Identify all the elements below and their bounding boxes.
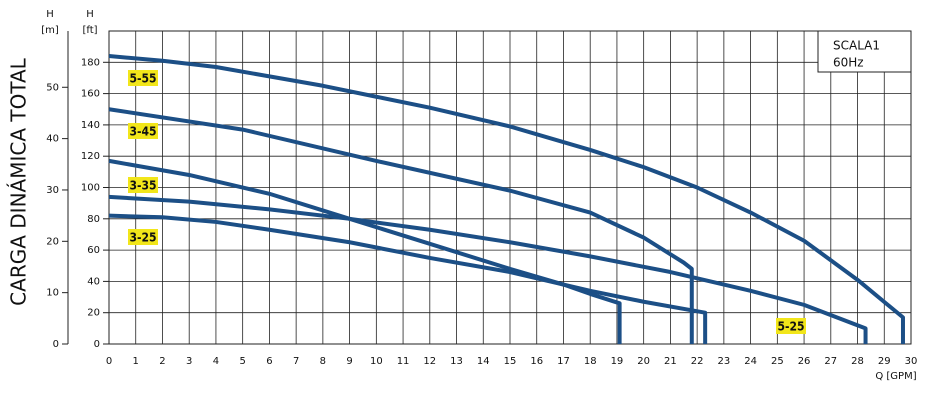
y2-tick-label: 50 xyxy=(46,82,59,93)
annotation: SCALA1 xyxy=(833,39,880,53)
x-tick-label: 4 xyxy=(213,356,219,367)
y-axis-title: H xyxy=(86,9,94,20)
x-tick-label: 28 xyxy=(851,356,864,367)
y2-tick-label: 30 xyxy=(46,185,59,196)
y-tick-label: 60 xyxy=(87,245,100,256)
y-tick-label: 140 xyxy=(81,120,100,131)
legend-box xyxy=(776,318,806,334)
legend-label: 5-25 xyxy=(777,320,804,334)
x-tick-label: 5 xyxy=(239,356,245,367)
x-tick-label: 12 xyxy=(423,356,436,367)
y-axis-label: CARGA DINÁMICA TOTAL xyxy=(7,57,31,305)
y2-tick-label: 0 xyxy=(53,339,59,350)
pump-curve xyxy=(108,54,905,344)
legend-box xyxy=(128,123,158,139)
x-tick-label: 7 xyxy=(293,356,299,367)
x-tick-label: 18 xyxy=(584,356,597,367)
y2-tick-label: 10 xyxy=(46,288,59,299)
y-tick-label: 20 xyxy=(87,308,100,319)
y-tick-label: 100 xyxy=(81,183,100,194)
x-tick-label: 14 xyxy=(477,356,490,367)
y-tick-label: 40 xyxy=(87,276,100,287)
legend-box xyxy=(128,70,158,86)
x-tick-label: 6 xyxy=(266,356,272,367)
x-tick-label: 15 xyxy=(504,356,517,367)
x-tick-label: 27 xyxy=(824,356,837,367)
x-tick-label: 19 xyxy=(611,356,624,367)
x-tick-label: 26 xyxy=(798,356,811,367)
legend-box xyxy=(128,177,158,193)
x-tick-label: 30 xyxy=(905,356,918,367)
x-tick-label: 13 xyxy=(450,356,463,367)
x-tick-label: 9 xyxy=(346,356,352,367)
y2-tick-label: 20 xyxy=(46,236,59,247)
legend-label: 3-25 xyxy=(129,231,156,245)
legend-box xyxy=(128,229,158,245)
y2-axis-unit: [m] xyxy=(41,25,59,36)
x-tick-label: 1 xyxy=(133,356,139,367)
x-tick-label: 24 xyxy=(744,356,757,367)
legend-label: 3-35 xyxy=(129,179,156,193)
y-tick-label: 160 xyxy=(81,89,100,100)
x-tick-label: 29 xyxy=(878,356,891,367)
x-tick-label: 11 xyxy=(397,356,410,367)
x-tick-label: 21 xyxy=(664,356,677,367)
x-tick-label: 2 xyxy=(159,356,165,367)
y-tick-label: 0 xyxy=(94,339,100,350)
pump-curve xyxy=(108,194,868,344)
x-tick-label: 10 xyxy=(370,356,383,367)
y2-axis-title: H xyxy=(46,9,54,20)
pump-curve xyxy=(108,158,622,344)
x-tick-label: 25 xyxy=(771,356,784,367)
legend-label: 3-45 xyxy=(129,125,156,139)
x-tick-label: 3 xyxy=(186,356,192,367)
annotation: 60Hz xyxy=(833,56,864,70)
y-tick-label: 120 xyxy=(81,151,100,162)
pump-curve xyxy=(108,213,708,344)
x-tick-label: 17 xyxy=(557,356,570,367)
y-tick-label: 80 xyxy=(87,214,100,225)
pump-curve xyxy=(108,107,694,344)
x-tick-label: 8 xyxy=(320,356,326,367)
x-axis-label: Q [GPM] xyxy=(875,371,916,382)
legend-label: 5-55 xyxy=(129,72,156,86)
y2-tick-label: 40 xyxy=(46,134,59,145)
y-tick-label: 180 xyxy=(81,57,100,68)
x-tick-label: 20 xyxy=(637,356,650,367)
annotation-box xyxy=(817,30,912,73)
x-tick-label: 16 xyxy=(530,356,543,367)
x-tick-label: 0 xyxy=(106,356,112,367)
y-axis-unit: [ft] xyxy=(82,25,97,36)
x-tick-label: 22 xyxy=(691,356,704,367)
x-tick-label: 23 xyxy=(717,356,730,367)
